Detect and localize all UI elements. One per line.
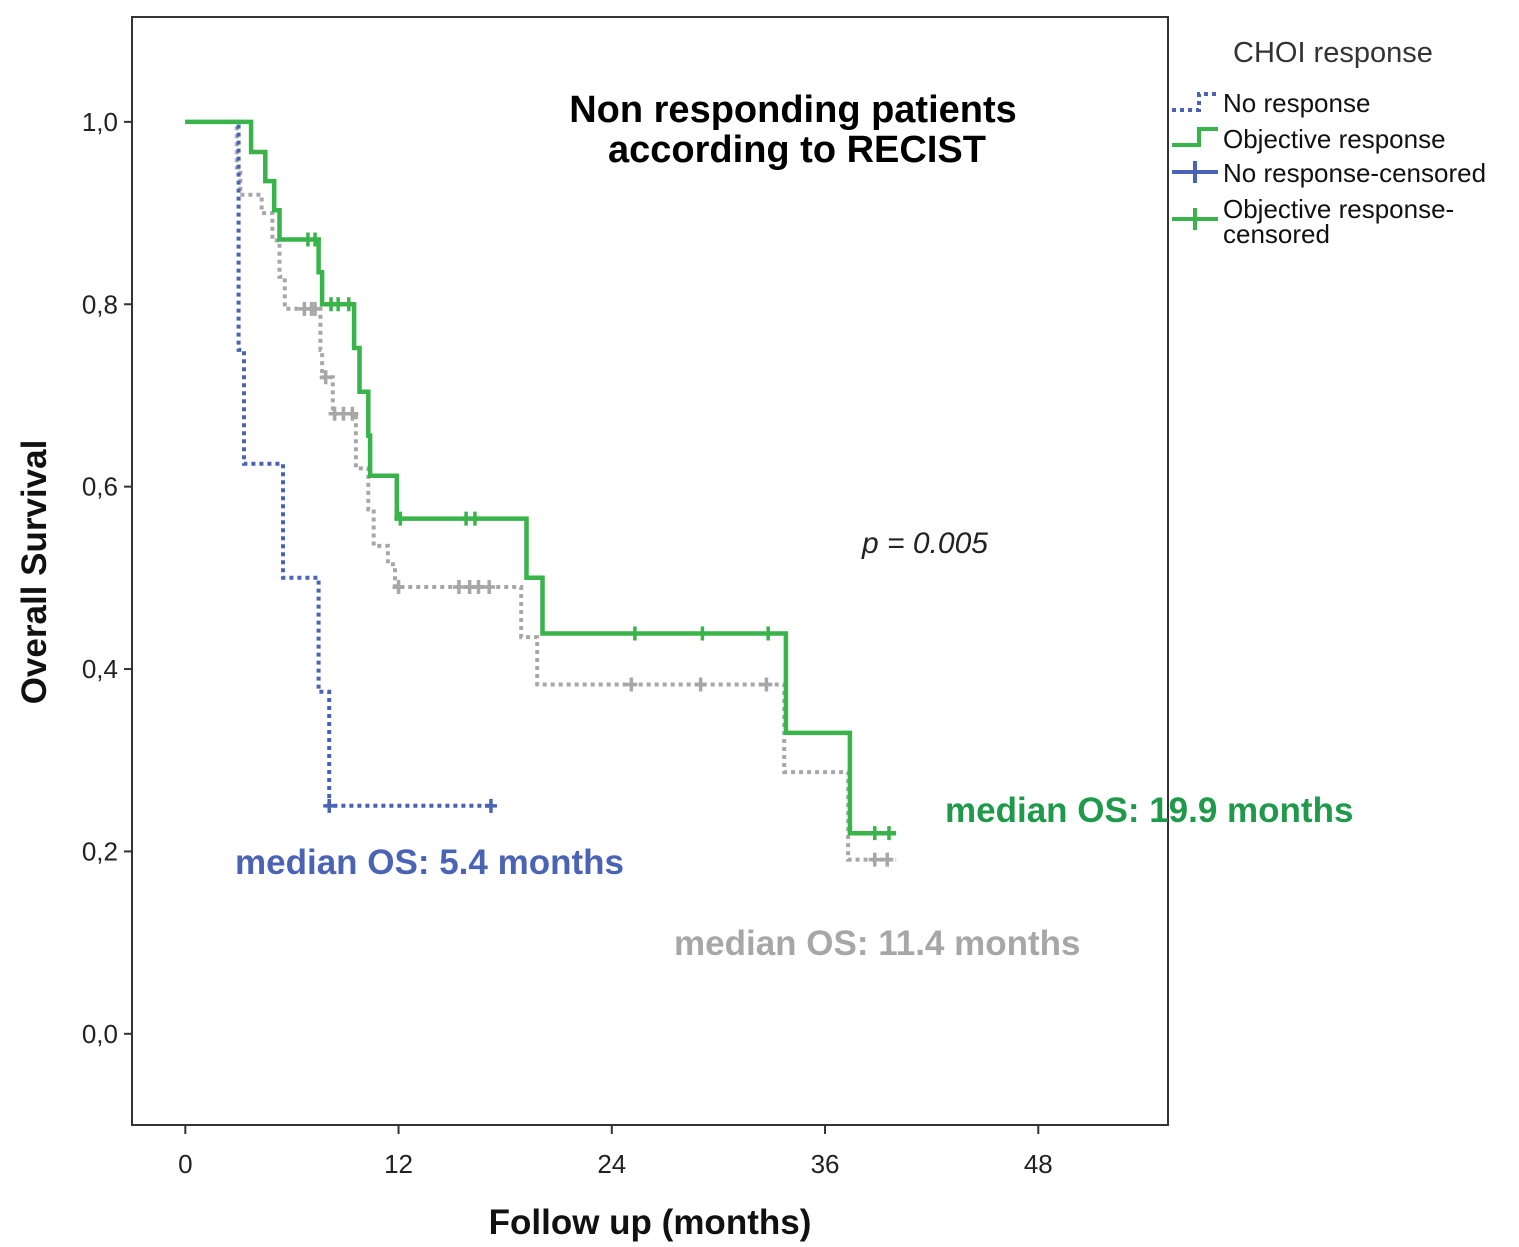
chart-title: according to RECIST (608, 129, 986, 171)
x-tick-label: 48 (1024, 1149, 1053, 1179)
y-tick-label: 1,0 (82, 107, 118, 137)
legend-label-no-response: No response (1223, 88, 1370, 118)
median-os-overall: median OS: 11.4 months (674, 924, 1081, 963)
y-tick-label: 0,8 (82, 289, 118, 319)
x-tick-label: 36 (811, 1149, 840, 1179)
y-tick-label: 0,0 (82, 1019, 118, 1049)
legend-swatch-no-response-censored (1172, 161, 1218, 183)
y-axis-title: Overall Survival (15, 440, 54, 705)
legend-swatch-no-response (1172, 94, 1218, 110)
y-tick-label: 0,6 (82, 472, 118, 502)
legend-label-objective-response: Objective response (1223, 124, 1446, 154)
legend-label-no-response-censored: No response-censored (1223, 158, 1486, 188)
y-tick-label: 0,4 (82, 654, 118, 684)
x-tick-label: 0 (178, 1149, 192, 1179)
x-tick-label: 24 (597, 1149, 626, 1179)
p-value-label: p = 0.005 (861, 527, 988, 560)
legend-title: CHOI response (1233, 37, 1433, 69)
legend: CHOI response No response Objective resp… (1172, 37, 1486, 249)
legend-swatch-objective-response-censored (1172, 208, 1218, 230)
x-tick-label: 12 (384, 1149, 413, 1179)
y-tick-label: 0,2 (82, 836, 118, 866)
legend-swatch-objective-response (1172, 129, 1218, 145)
median-os-objective-response: median OS: 19.9 months (945, 791, 1353, 830)
median-os-no-response: median OS: 5.4 months (235, 843, 624, 882)
chart-title: Non responding patients (569, 89, 1017, 131)
legend-label-objective-response-censored: censored (1223, 219, 1330, 249)
x-axis-title: Follow up (months) (489, 1203, 812, 1242)
